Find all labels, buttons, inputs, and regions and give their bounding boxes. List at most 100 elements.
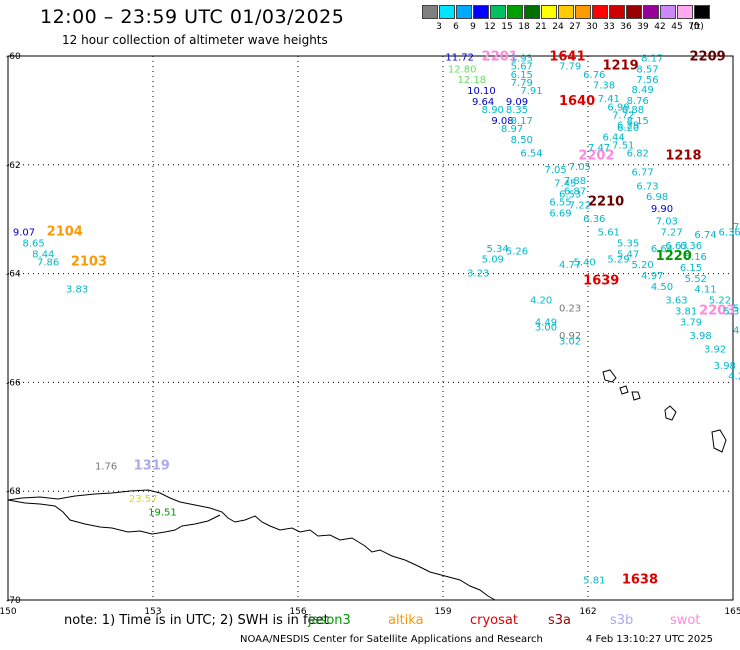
wave-height-value: 7.38 — [593, 81, 615, 92]
wave-height-value: 4.50 — [651, 282, 673, 293]
footer-credit: NOAA/NESDIS Center for Satellite Applica… — [240, 634, 543, 645]
longitude-tick-label: 156 — [289, 607, 306, 617]
wave-height-value: 5.34 — [487, 244, 509, 255]
colorbar-unit: (ft) — [690, 22, 704, 32]
colorbar-swatch — [541, 5, 557, 19]
island-3 — [631, 391, 641, 401]
longitude-tick-label: 165 — [724, 607, 740, 617]
wave-height-value: 5.16 — [685, 252, 707, 263]
map-title: 12:00 – 23:59 UTC 01/03/2025 — [40, 6, 345, 28]
wave-height-value: 9.09 — [506, 97, 528, 108]
wave-height-value: 7.88 — [564, 176, 586, 187]
wave-height-value: 6.55 — [549, 198, 571, 209]
longitude-tick-label: 153 — [144, 607, 161, 617]
wave-height-value: 6.64 — [651, 244, 673, 255]
wave-height-value: 6.63 — [665, 241, 687, 252]
mission-label: altika — [388, 613, 424, 628]
wave-height-value: 12.18 — [458, 75, 487, 86]
colorbar-tick-label: 6 — [453, 22, 459, 32]
wave-height-value: 10.10 — [467, 86, 496, 97]
wave-height-value: 4.77 — [559, 260, 581, 271]
wave-height-value: 9.07 — [13, 228, 35, 239]
wave-height-value: 7.41 — [598, 94, 620, 105]
mission-label: s3a — [548, 613, 572, 628]
mission-label: jason3 — [308, 613, 351, 628]
latitude-tick-label: -70 — [6, 596, 21, 606]
wave-height-value: 5.22 — [709, 296, 731, 307]
wave-height-value: 3.63 — [665, 296, 687, 307]
pass-time-label: 1219 — [603, 59, 639, 74]
island-4 — [664, 405, 677, 421]
wave-height-value: 3.02 — [559, 336, 581, 347]
ice-shelf-edge — [7, 499, 221, 535]
wave-height-value: 8.17 — [641, 53, 663, 64]
wave-height-value: 6.15 — [680, 263, 702, 274]
wave-height-value: 7.03 — [656, 217, 678, 228]
note-text: note: 1) Time is in UTC; 2) SWH is in fe… — [64, 613, 329, 628]
pass-time-label: 2209 — [690, 49, 726, 64]
pass-time-label: 1639 — [583, 273, 619, 288]
wave-height-value: 7.27 — [661, 228, 683, 239]
wave-height-value: 3.00 — [535, 323, 557, 334]
colorbar-tick-label: 9 — [470, 22, 476, 32]
wave-height-value: 7.79 — [511, 78, 533, 89]
island-2 — [619, 385, 629, 395]
wave-height-value: 6.82 — [627, 149, 649, 160]
wave-height-value: 7.86 — [37, 257, 59, 268]
wave-height-value: 6.20 — [617, 123, 639, 134]
latitude-tick-label: -62 — [6, 161, 21, 171]
wave-height-value: 5.20 — [632, 260, 654, 271]
wave-height-value: 5.81 — [583, 576, 605, 587]
wave-height-value: 6.98 — [646, 192, 668, 203]
wave-height-value: 8.50 — [511, 135, 533, 146]
colorbar-swatch — [694, 5, 710, 19]
pass-time-label: 2201 — [482, 49, 518, 64]
wave-height-value: 8.65 — [23, 238, 45, 249]
mission-label: swot — [670, 613, 701, 628]
pass-time-label: 1640 — [559, 94, 595, 109]
wave-height-value: 6.99 — [607, 102, 629, 113]
colorbar-swatch — [575, 5, 591, 19]
colorbar-tick-label: 24 — [552, 22, 564, 32]
colorbar-swatch — [473, 5, 489, 19]
wave-height-value: 6.36 — [719, 228, 740, 239]
wave-height-value: 7.79 — [559, 62, 581, 73]
wave-height-value: 3.23 — [467, 268, 489, 279]
wave-height-value: 7.56 — [636, 75, 658, 86]
wave-height-value: 6.44 — [603, 132, 625, 143]
wave-height-value: 3.98 — [690, 331, 712, 342]
wave-height-value: 19.51 — [148, 508, 177, 519]
wave-height-value: 7.05 — [545, 165, 567, 176]
wave-height-value: 8.49 — [632, 85, 654, 96]
longitude-tick-label: 150 — [0, 607, 17, 617]
pass-time-label: 1319 — [134, 458, 170, 473]
wave-height-value: 8.15 — [627, 116, 649, 127]
wave-height-value: 3.79 — [680, 317, 702, 328]
wave-height-value: 5.26 — [506, 247, 528, 258]
wave-height-value: 6.74 — [694, 230, 716, 241]
wave-height-value: 5.47 — [617, 249, 639, 260]
colorbar-swatch — [626, 5, 642, 19]
wave-height-value: 7.51 — [612, 140, 634, 151]
wave-height-value: 3.81 — [675, 306, 697, 317]
wave-height-value: 7.22 — [569, 200, 591, 211]
wave-height-value: 6.36 — [583, 214, 605, 225]
colorbar-swatch — [558, 5, 574, 19]
wave-height-value: 5.67 — [511, 62, 533, 73]
pass-time-label: 1218 — [665, 148, 701, 163]
coastline — [7, 369, 727, 601]
mission-label: cryosat — [470, 613, 518, 628]
wave-height-value: 6.54 — [520, 149, 542, 160]
colorbar-tick-label: 36 — [620, 22, 632, 32]
antarctic-coastline — [7, 489, 496, 601]
latitude-tick-label: -66 — [6, 378, 21, 388]
wave-height-value: 5.29 — [607, 255, 629, 266]
colorbar-swatch — [507, 5, 523, 19]
wave-height-value: 6.53 — [559, 189, 581, 200]
longitude-tick-label: 159 — [434, 607, 451, 617]
wave-height-value: 4.9 — [733, 325, 740, 336]
wave-height-value: 5.61 — [598, 228, 620, 239]
colorbar-swatch — [524, 5, 540, 19]
